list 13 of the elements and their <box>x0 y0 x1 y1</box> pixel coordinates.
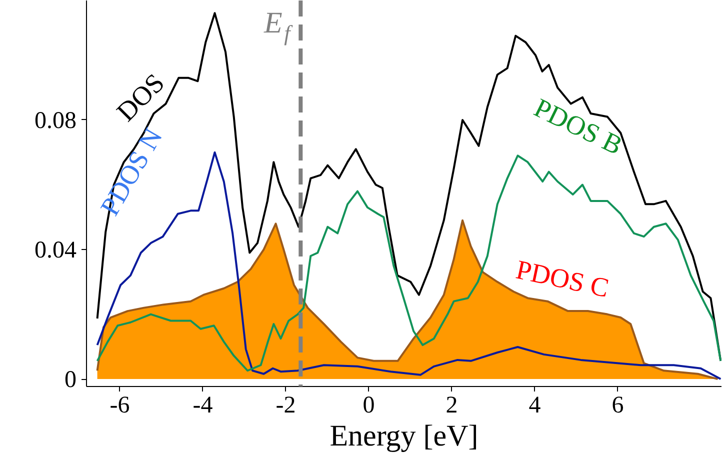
x-tick-label: -4 <box>192 392 213 418</box>
text: PDOS B <box>530 92 628 161</box>
y-tick-label: 0.04 <box>34 238 76 264</box>
x-tick-label: 0 <box>362 392 375 418</box>
x-tick-label: 4 <box>528 392 541 418</box>
text: PDOS C <box>514 254 612 304</box>
y-tick-label: 0.08 <box>34 108 76 134</box>
x-tick-label: 2 <box>446 392 458 418</box>
x-tick-label: -2 <box>276 392 296 418</box>
y-tick-label: 0 <box>64 367 76 394</box>
x-tick-label: 6 <box>612 392 624 418</box>
x-axis-title: Energy [eV] <box>330 420 478 452</box>
x-tick-label: -6 <box>110 392 130 418</box>
